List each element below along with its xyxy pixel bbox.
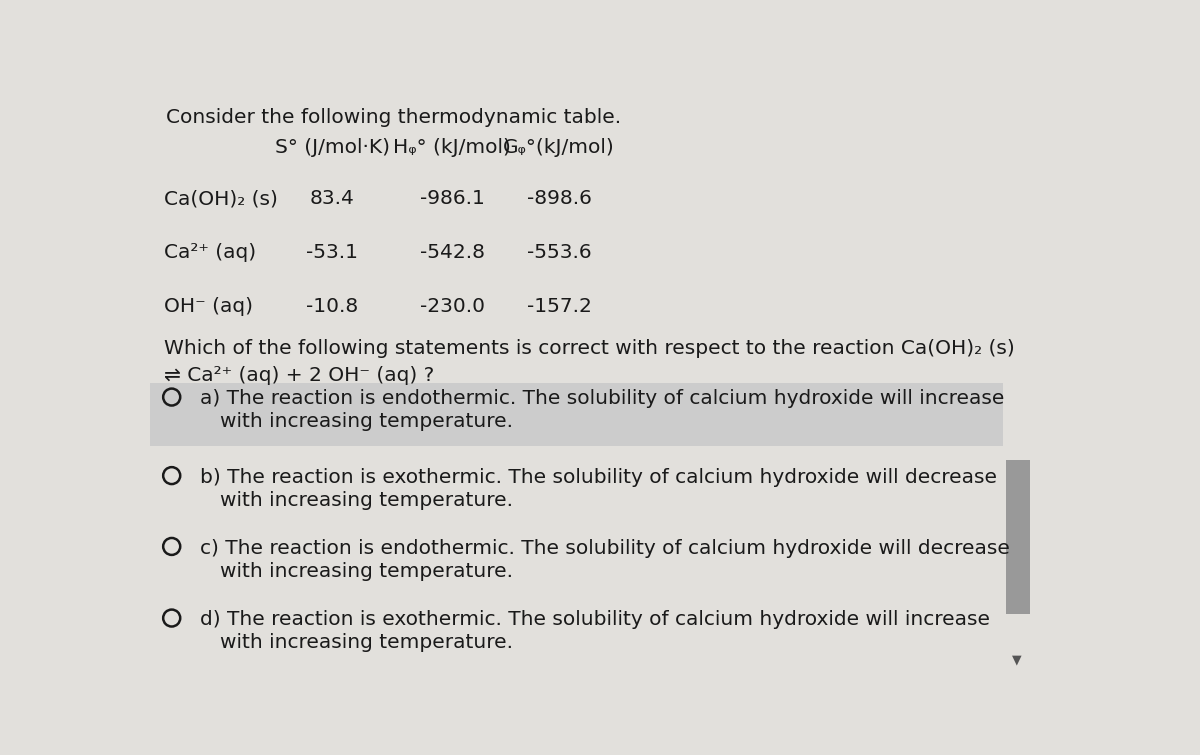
Text: -553.6: -553.6 (527, 243, 592, 262)
Text: ▼: ▼ (1012, 654, 1021, 667)
Text: d) The reaction is exothermic. The solubility of calcium hydroxide will increase: d) The reaction is exothermic. The solub… (200, 610, 990, 630)
Text: with increasing temperature.: with increasing temperature. (220, 633, 512, 652)
Text: -157.2: -157.2 (527, 297, 592, 316)
Text: Hᵩ° (kJ/mol): Hᵩ° (kJ/mol) (394, 138, 511, 157)
Text: -10.8: -10.8 (306, 297, 359, 316)
Text: -53.1: -53.1 (306, 243, 358, 262)
Text: Consider the following thermodynamic table.: Consider the following thermodynamic tab… (166, 107, 620, 127)
Text: a) The reaction is endothermic. The solubility of calcium hydroxide will increas: a) The reaction is endothermic. The solu… (200, 390, 1004, 408)
Text: Gᵩ°(kJ/mol): Gᵩ°(kJ/mol) (503, 138, 616, 157)
Text: b) The reaction is exothermic. The solubility of calcium hydroxide will decrease: b) The reaction is exothermic. The solub… (200, 468, 997, 487)
Text: -542.8: -542.8 (420, 243, 485, 262)
Text: Which of the following statements is correct with respect to the reaction Ca(OH): Which of the following statements is cor… (164, 338, 1015, 358)
Text: c) The reaction is endothermic. The solubility of calcium hydroxide will decreas: c) The reaction is endothermic. The solu… (200, 539, 1010, 558)
Text: Ca(OH)₂ (s): Ca(OH)₂ (s) (164, 190, 278, 208)
Text: S° (J/mol·K): S° (J/mol·K) (275, 138, 390, 157)
Text: -230.0: -230.0 (420, 297, 485, 316)
Text: with increasing temperature.: with increasing temperature. (220, 412, 512, 431)
Text: with increasing temperature.: with increasing temperature. (220, 562, 512, 581)
Text: 83.4: 83.4 (310, 190, 354, 208)
FancyBboxPatch shape (1007, 461, 1030, 615)
Text: Ca²⁺ (aq): Ca²⁺ (aq) (164, 243, 256, 262)
Text: OH⁻ (aq): OH⁻ (aq) (164, 297, 253, 316)
FancyBboxPatch shape (150, 384, 1002, 446)
Text: with increasing temperature.: with increasing temperature. (220, 491, 512, 510)
Text: -986.1: -986.1 (420, 190, 485, 208)
Text: ⇌ Ca²⁺ (aq) + 2 OH⁻ (aq) ?: ⇌ Ca²⁺ (aq) + 2 OH⁻ (aq) ? (164, 366, 434, 385)
Text: -898.6: -898.6 (527, 190, 592, 208)
